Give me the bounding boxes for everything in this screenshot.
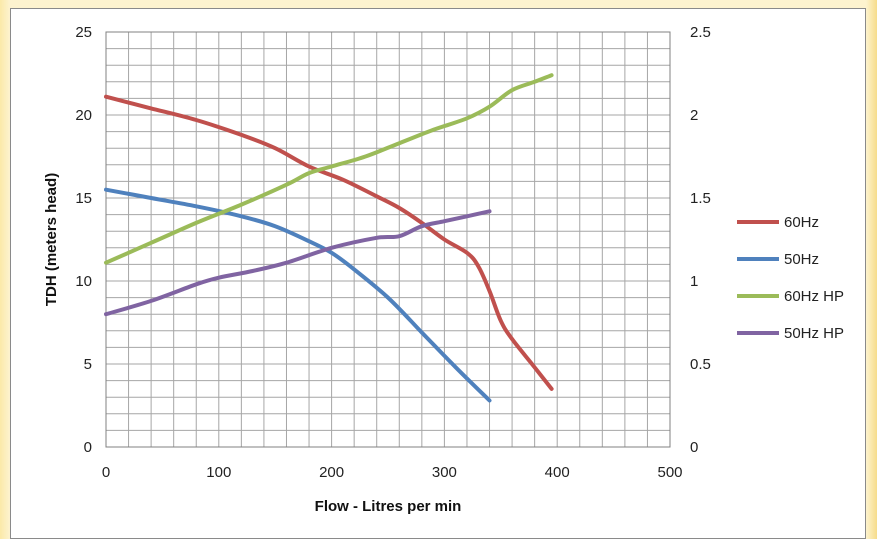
x-tick-label: 300 bbox=[432, 464, 457, 481]
chart-frame bbox=[10, 8, 866, 539]
x-axis-ticks: 0 100 200 300 400 500 bbox=[102, 464, 683, 481]
legend-label-60hz-hp: 60Hz HP bbox=[784, 288, 844, 305]
y-tick-label: 0 bbox=[84, 439, 92, 456]
series-line-60hz-hp bbox=[104, 73, 554, 265]
y2-tick-label: 2 bbox=[690, 107, 698, 124]
y2-tick-label: 0.5 bbox=[690, 356, 711, 373]
series-line-50hz-hp bbox=[104, 209, 492, 317]
series-line-50hz bbox=[104, 187, 492, 403]
y2-tick-label: 2.5 bbox=[690, 24, 711, 41]
y-tick-label: 15 bbox=[75, 190, 92, 207]
y2-tick-label: 0 bbox=[690, 439, 698, 456]
y-tick-label: 25 bbox=[75, 24, 92, 41]
legend: 60Hz 50Hz 60Hz HP 50Hz HP bbox=[737, 214, 844, 342]
y-tick-label: 10 bbox=[75, 273, 92, 290]
y-axis-title: TDH (meters head) bbox=[43, 173, 60, 306]
plot-area-border bbox=[105, 31, 671, 448]
x-tick-label: 400 bbox=[545, 464, 570, 481]
y-tick-label: 20 bbox=[75, 107, 92, 124]
series-line-60hz bbox=[104, 94, 554, 391]
x-axis-title: Flow - Litres per min bbox=[315, 498, 462, 515]
series-lines bbox=[104, 73, 554, 403]
y2-axis-ticks: 0 0.5 1 1.5 2 2.5 bbox=[690, 24, 711, 456]
grid bbox=[105, 31, 671, 448]
legend-label-50hz-hp: 50Hz HP bbox=[784, 325, 844, 342]
y2-tick-label: 1.5 bbox=[690, 190, 711, 207]
y2-tick-label: 1 bbox=[690, 273, 698, 290]
legend-label-50hz: 50Hz bbox=[784, 251, 819, 268]
x-tick-label: 0 bbox=[102, 464, 110, 481]
x-tick-label: 100 bbox=[206, 464, 231, 481]
x-tick-label: 200 bbox=[319, 464, 344, 481]
y-axis-ticks: 0 5 10 15 20 25 bbox=[75, 24, 92, 456]
y-tick-label: 5 bbox=[84, 356, 92, 373]
x-tick-label: 500 bbox=[657, 464, 682, 481]
legend-label-60hz: 60Hz bbox=[784, 214, 819, 231]
